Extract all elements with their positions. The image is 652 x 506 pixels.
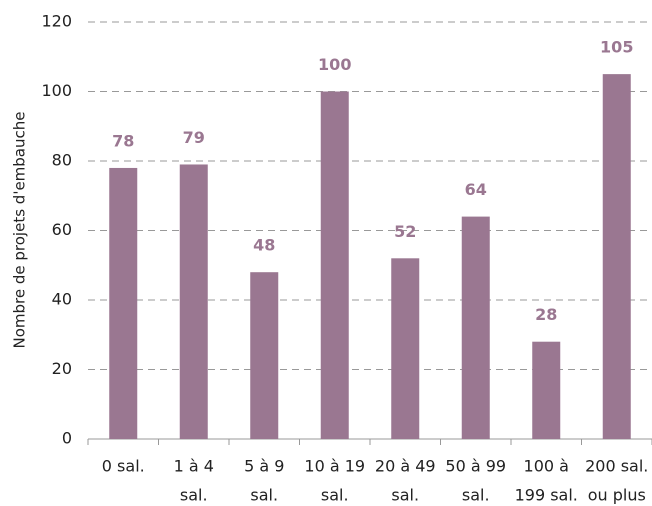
value-label: 78 — [112, 131, 134, 150]
x-tick-label: sal. — [250, 486, 278, 505]
value-label: 64 — [465, 180, 487, 199]
x-tick-label: 10 à 19 — [304, 457, 365, 476]
value-label: 105 — [600, 38, 633, 57]
y-tick-label: 80 — [52, 151, 72, 170]
y-tick-label: 60 — [52, 220, 72, 239]
bar — [461, 216, 490, 439]
x-tick-label: ou plus — [588, 486, 646, 505]
value-label: 79 — [183, 128, 205, 147]
x-tick-label: sal. — [180, 486, 208, 505]
value-label: 28 — [535, 305, 557, 324]
x-tick-label: 100 à — [524, 457, 569, 476]
x-tick-label: sal. — [391, 486, 419, 505]
bar — [320, 91, 349, 439]
y-tick-label: 40 — [52, 290, 72, 309]
x-tick-label: sal. — [462, 486, 490, 505]
value-label: 48 — [253, 236, 275, 255]
y-tick-label: 20 — [52, 359, 72, 378]
x-tick-label: 5 à 9 — [244, 457, 284, 476]
x-tick-label: 50 à 99 — [445, 457, 506, 476]
y-tick-label: 0 — [62, 429, 72, 448]
bar — [109, 167, 138, 439]
value-label: 100 — [318, 55, 351, 74]
y-tick-label: 100 — [41, 81, 72, 100]
value-label: 52 — [394, 222, 416, 241]
x-tick-label: 199 sal. — [515, 486, 578, 505]
x-tick-label: 1 à 4 — [174, 457, 214, 476]
x-tick-label: 20 à 49 — [375, 457, 436, 476]
bar — [602, 74, 631, 439]
bar — [250, 272, 279, 439]
x-tick-label: 0 sal. — [102, 457, 145, 476]
bar — [179, 164, 208, 439]
x-tick-label: 200 sal. — [585, 457, 648, 476]
x-tick-label: sal. — [321, 486, 349, 505]
bar — [532, 341, 561, 439]
y-tick-label: 120 — [41, 12, 72, 31]
bar — [391, 258, 420, 439]
y-axis-label: Nombre de projets d'embauche — [11, 112, 29, 349]
